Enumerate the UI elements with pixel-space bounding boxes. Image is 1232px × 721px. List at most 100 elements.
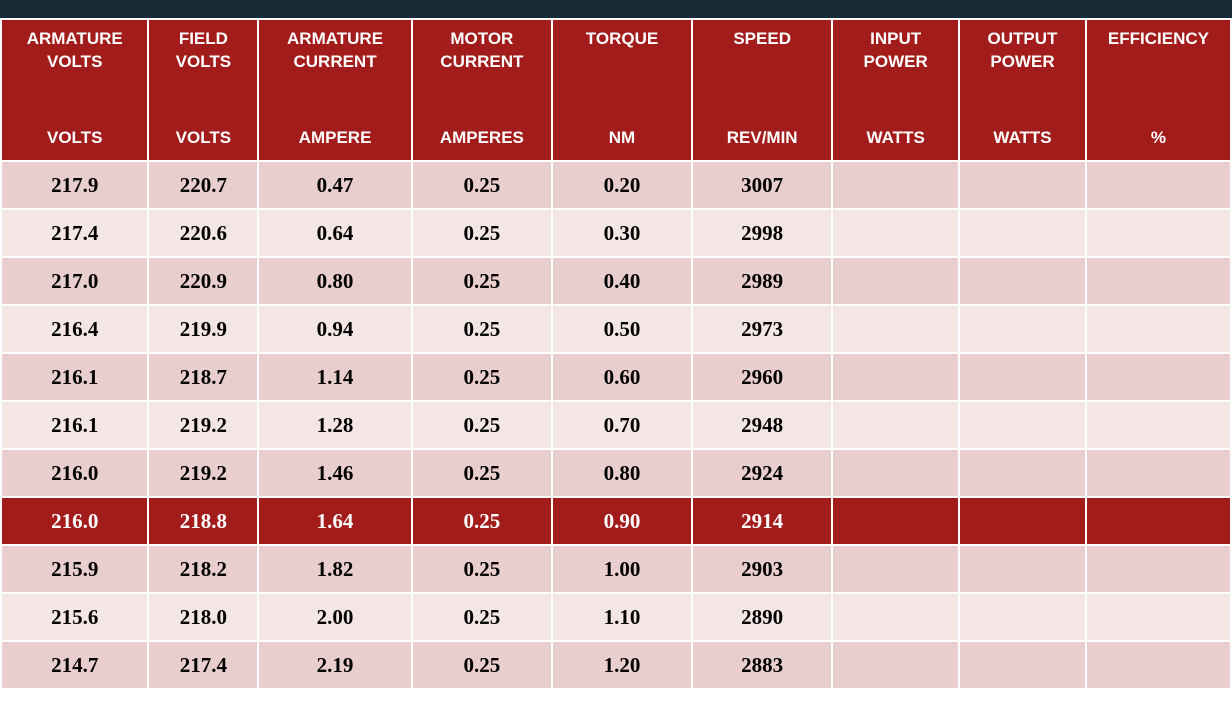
table-cell: 0.50 <box>553 306 691 352</box>
table-cell <box>960 162 1085 208</box>
table-cell <box>1087 546 1230 592</box>
table-cell <box>1087 210 1230 256</box>
column-title: MOTOR CURRENT <box>419 28 545 88</box>
table-cell: 2960 <box>693 354 831 400</box>
table-cell: 0.25 <box>413 642 551 688</box>
table-cell: 218.7 <box>149 354 257 400</box>
table-cell <box>1087 594 1230 640</box>
column-unit: REV/MIN <box>699 127 825 150</box>
table-cell: 0.64 <box>259 210 410 256</box>
table-cell <box>833 450 958 496</box>
table-body: 217.9220.70.470.250.203007217.4220.60.64… <box>2 162 1230 688</box>
column-title: SPEED <box>699 28 825 88</box>
table-cell: 0.25 <box>413 162 551 208</box>
table-cell: 0.25 <box>413 210 551 256</box>
table-cell: 0.25 <box>413 354 551 400</box>
table-cell: 0.25 <box>413 258 551 304</box>
table-cell: 1.10 <box>553 594 691 640</box>
table-row: 215.6218.02.000.251.102890 <box>2 594 1230 640</box>
table-cell <box>833 642 958 688</box>
table-cell <box>960 594 1085 640</box>
table-cell: 214.7 <box>2 642 147 688</box>
table-cell: 2890 <box>693 594 831 640</box>
column-unit: % <box>1093 127 1224 150</box>
column-unit: WATTS <box>966 127 1079 150</box>
table-header-row: ARMATURE VOLTS VOLTS FIELD VOLTS VOLTS ARMAT… <box>2 20 1230 160</box>
table-cell: 1.64 <box>259 498 410 544</box>
table-cell <box>833 546 958 592</box>
table-cell: 2914 <box>693 498 831 544</box>
table-cell: 0.80 <box>259 258 410 304</box>
table-cell <box>1087 162 1230 208</box>
table-cell: 0.20 <box>553 162 691 208</box>
table-cell: 0.40 <box>553 258 691 304</box>
table-cell <box>960 642 1085 688</box>
table-cell <box>960 258 1085 304</box>
table-cell: 0.47 <box>259 162 410 208</box>
table-cell: 218.0 <box>149 594 257 640</box>
column-unit: VOLTS <box>8 127 141 150</box>
column-unit: NM <box>559 127 685 150</box>
column-header: OUTPUT POWER WATTS <box>960 20 1085 160</box>
column-header: INPUT POWERWATTS <box>833 20 958 160</box>
table-cell: 216.0 <box>2 498 147 544</box>
table-cell: 220.6 <box>149 210 257 256</box>
table-cell: 217.0 <box>2 258 147 304</box>
table-cell <box>1087 354 1230 400</box>
table-cell <box>960 402 1085 448</box>
table-cell <box>960 354 1085 400</box>
column-title: FIELD VOLTS <box>155 28 251 88</box>
table-cell <box>960 498 1085 544</box>
table-cell: 2948 <box>693 402 831 448</box>
table-cell <box>960 450 1085 496</box>
table-cell: 216.1 <box>2 402 147 448</box>
table-cell: 0.25 <box>413 306 551 352</box>
table-cell: 217.9 <box>2 162 147 208</box>
table-cell: 216.0 <box>2 450 147 496</box>
column-header: SPEED REV/MIN <box>693 20 831 160</box>
top-bar <box>0 0 1232 18</box>
table-cell: 0.25 <box>413 450 551 496</box>
table-cell <box>1087 402 1230 448</box>
table-cell: 2883 <box>693 642 831 688</box>
table-cell: 1.28 <box>259 402 410 448</box>
table-cell: 2.00 <box>259 594 410 640</box>
column-unit: VOLTS <box>155 127 251 150</box>
table-cell: 220.9 <box>149 258 257 304</box>
column-header: ARMATURE CURRENTAMPERE <box>259 20 410 160</box>
table-cell: 0.90 <box>553 498 691 544</box>
table-cell: 0.25 <box>413 546 551 592</box>
column-header: TORQUENM <box>553 20 691 160</box>
table-cell <box>1087 450 1230 496</box>
table-cell: 0.30 <box>553 210 691 256</box>
table-cell: 1.46 <box>259 450 410 496</box>
table-cell <box>1087 642 1230 688</box>
column-title: OUTPUT POWER <box>966 28 1079 88</box>
table-cell: 218.2 <box>149 546 257 592</box>
column-title: ARMATURE VOLTS <box>8 28 141 88</box>
table-cell: 215.6 <box>2 594 147 640</box>
table-cell: 0.25 <box>413 498 551 544</box>
table-cell <box>833 258 958 304</box>
table-cell: 217.4 <box>149 642 257 688</box>
table-cell: 2.19 <box>259 642 410 688</box>
column-header: MOTOR CURRENTAMPERES <box>413 20 551 160</box>
motor-data-table: ARMATURE VOLTS VOLTS FIELD VOLTS VOLTS ARMAT… <box>0 18 1232 690</box>
table-cell: 3007 <box>693 162 831 208</box>
table-cell: 2924 <box>693 450 831 496</box>
table-row: 216.0219.21.460.250.802924 <box>2 450 1230 496</box>
table-cell: 2903 <box>693 546 831 592</box>
table-cell: 0.25 <box>413 402 551 448</box>
table-row: 216.0218.81.640.250.902914 <box>2 498 1230 544</box>
table-cell: 220.7 <box>149 162 257 208</box>
table-cell <box>833 402 958 448</box>
table-cell <box>833 210 958 256</box>
table-cell <box>960 210 1085 256</box>
table-row: 217.9220.70.470.250.203007 <box>2 162 1230 208</box>
table-cell: 2973 <box>693 306 831 352</box>
table-cell: 0.70 <box>553 402 691 448</box>
table-cell: 219.9 <box>149 306 257 352</box>
table-head: ARMATURE VOLTS VOLTS FIELD VOLTS VOLTS ARMAT… <box>2 20 1230 160</box>
table-cell: 219.2 <box>149 402 257 448</box>
table-cell: 0.25 <box>413 594 551 640</box>
